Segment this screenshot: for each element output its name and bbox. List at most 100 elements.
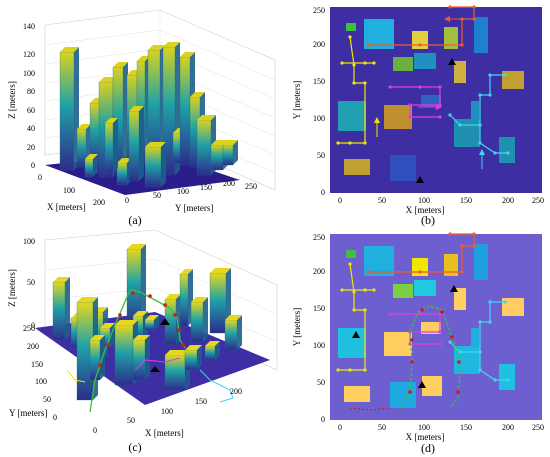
caption-d: (d) [421,441,435,455]
uav-path-yellow [66,369,86,383]
building-top [113,62,128,67]
x-tick: 200 [502,196,514,205]
waypoint [448,113,452,117]
arrow-head [374,117,380,123]
building-front [52,281,66,341]
map-b-paths [336,5,510,183]
building-front [104,122,114,174]
plot-c-buildings [52,244,242,401]
uav-path-green [399,305,461,409]
building-top [100,323,115,328]
uav-path-red [349,407,391,411]
z-tick: 60 [27,106,35,115]
uav-path-green [89,289,186,413]
waypoint-red [450,335,454,339]
building-footprint [384,105,412,129]
building-footprint [471,101,479,121]
waypoint-red [98,363,102,367]
building-side [113,118,118,173]
y-tick: 250 [245,182,257,191]
building-footprint [499,364,515,390]
y-tick: 200 [27,342,39,351]
target-marker [150,366,160,372]
building-footprint [471,328,479,348]
y-tick: 100 [35,377,47,386]
waypoint [478,350,482,354]
y-axis-label: Y [meters] [292,308,302,346]
panel-a-3d-plot: 0 20 40 60 80 100 120 140 Z [meters] 0 1… [7,9,276,213]
arrow-head [444,16,450,22]
waypoint [478,123,482,127]
building-front [164,354,186,391]
building-footprint [390,382,416,408]
y-axis-label: Y [meters] [175,203,213,213]
building-footprint [502,71,524,89]
z-tick: 100 [23,69,35,78]
waypoint [478,320,482,324]
building-footprint [338,101,366,131]
panel-b: 0 50 100 150 200 250 Y [meters] 0 50 100… [290,5,548,215]
building-top [133,335,150,340]
building-footprint [454,288,466,310]
x-tick: 50 [378,423,386,432]
building-top [77,297,98,302]
building-front [114,324,134,386]
y-tick: 150 [313,77,325,86]
plot-a-buildings [59,42,238,188]
building-footprint [421,322,441,334]
waypoint [438,342,442,346]
y-tick: 250 [23,324,35,333]
x-tick: 0 [338,196,342,205]
y-tick: 250 [313,6,325,15]
waypoint [418,312,422,316]
building-top [53,277,70,282]
building-front [132,339,146,381]
building-side [161,142,166,187]
waypoint-red [163,303,167,307]
building-top [77,124,91,129]
waypoint [340,61,344,65]
y-tick: 200 [313,40,325,49]
building-footprint [502,298,524,316]
building-footprint [474,244,488,280]
building-side [123,62,128,175]
waypoint [472,232,476,236]
waypoint [352,63,356,67]
building-side [93,154,98,177]
waypoint-red [410,338,414,342]
waypoint-red [173,313,177,317]
building-top [145,315,159,320]
building-footprint [344,159,370,175]
x-tick: 200 [502,423,514,432]
waypoint [363,61,367,65]
z-tick: 80 [27,87,35,96]
waypoint [352,290,356,294]
z-axis-label: Z [meters] [7,269,17,307]
x-axis-label: X [meters] [47,202,86,212]
y-tick: 0 [321,188,325,197]
building-top [190,92,205,97]
panel-c: 0 50 100 Z [meters] 250 200 150 100 50 0… [5,229,280,438]
caption-a: (a) [128,213,142,227]
z-tick: 140 [23,22,35,31]
y-axis-label: Y [meters] [9,408,47,418]
building-footprint [422,376,442,396]
y-tick: 50 [317,378,325,387]
y-tick: 100 [177,187,189,196]
panel-a: 0 20 40 60 80 100 120 140 Z [meters] 0 1… [5,5,276,213]
x-tick: 150 [460,423,472,432]
x-axis-label: X [meters] [406,205,445,215]
y-tick: 200 [313,267,325,276]
waypoint [366,43,370,47]
waypoint [460,43,464,47]
building-front [179,273,189,327]
waypoint-red [408,390,412,394]
building-footprint [346,23,356,31]
building-front [184,349,198,371]
building-footprint [454,61,466,83]
waypoint-red [456,390,460,394]
target-marker [160,318,170,325]
building-front [144,319,155,331]
waypoint-red [457,360,461,364]
waypoint [506,378,510,382]
